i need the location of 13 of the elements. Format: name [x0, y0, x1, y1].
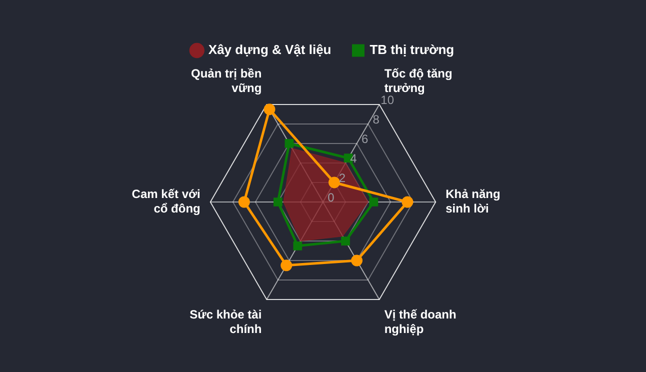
- y-tick-label: 2: [338, 170, 346, 185]
- y-tick-label: 10: [380, 92, 394, 107]
- spoke-label: Vị thế doanh nghiệp: [384, 308, 456, 336]
- spoke-label: Tốc độ tăng trưởng: [384, 66, 452, 95]
- legend-label: Xây dựng & Vật liệu: [208, 42, 332, 58]
- y-tick-label: 0: [328, 190, 335, 204]
- legend-label: TB thị trường: [370, 42, 454, 58]
- spoke-label: Quản trị bền vững: [191, 66, 262, 95]
- y-tick-label: 8: [372, 112, 380, 126]
- spoke-label: Cam kết với cổ đông: [132, 187, 200, 216]
- spoke-label: Sức khỏe tài chính: [190, 308, 262, 336]
- spoke-label: Khả năng sinh lời: [446, 187, 500, 216]
- y-tick-label: 6: [361, 132, 368, 146]
